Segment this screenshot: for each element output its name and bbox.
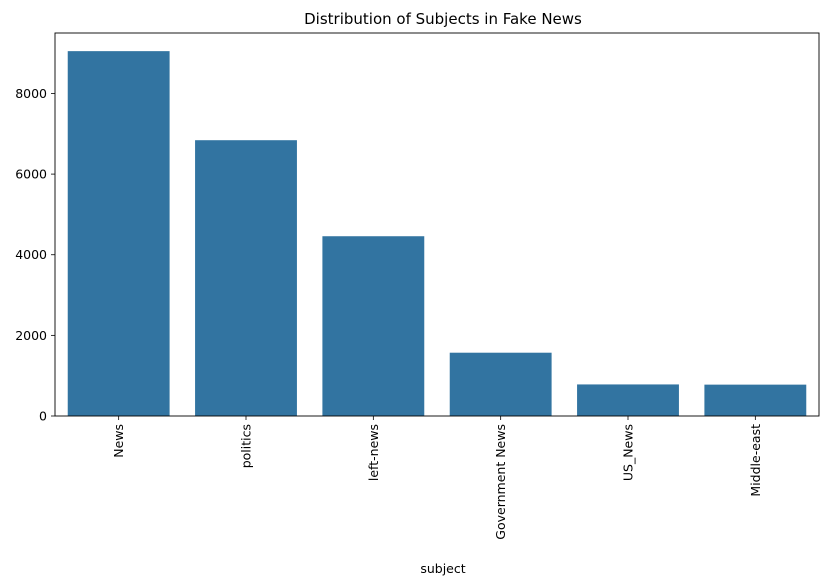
x-tick-label: US_News (621, 424, 636, 481)
x-tick-label: Government News (493, 424, 508, 540)
x-tick-label: left-news (366, 424, 381, 481)
bar-government-news (449, 352, 552, 416)
y-axis: 0 2000 4000 6000 8000 (15, 86, 55, 424)
bars-group (67, 51, 807, 417)
bar-left-news (322, 236, 425, 416)
x-tick-label: News (111, 424, 126, 458)
bar-us-news (577, 384, 679, 416)
bar-middle-east (704, 384, 807, 416)
y-tick-label: 4000 (15, 247, 47, 262)
bar-politics (195, 140, 297, 416)
x-axis-label: subject (420, 561, 465, 576)
y-tick-label: 8000 (15, 86, 47, 101)
y-tick-label: 2000 (15, 328, 47, 343)
y-tick-label: 0 (39, 409, 47, 424)
x-tick-label: Middle-east (748, 424, 763, 497)
x-axis: News politics left-news Government News US_N… (111, 416, 763, 540)
y-tick-label: 6000 (15, 167, 47, 182)
chart-title: Distribution of Subjects in Fake News (304, 10, 582, 28)
x-tick-label: politics (239, 424, 254, 468)
bar-news (67, 51, 170, 417)
plot-frame (54, 32, 820, 417)
